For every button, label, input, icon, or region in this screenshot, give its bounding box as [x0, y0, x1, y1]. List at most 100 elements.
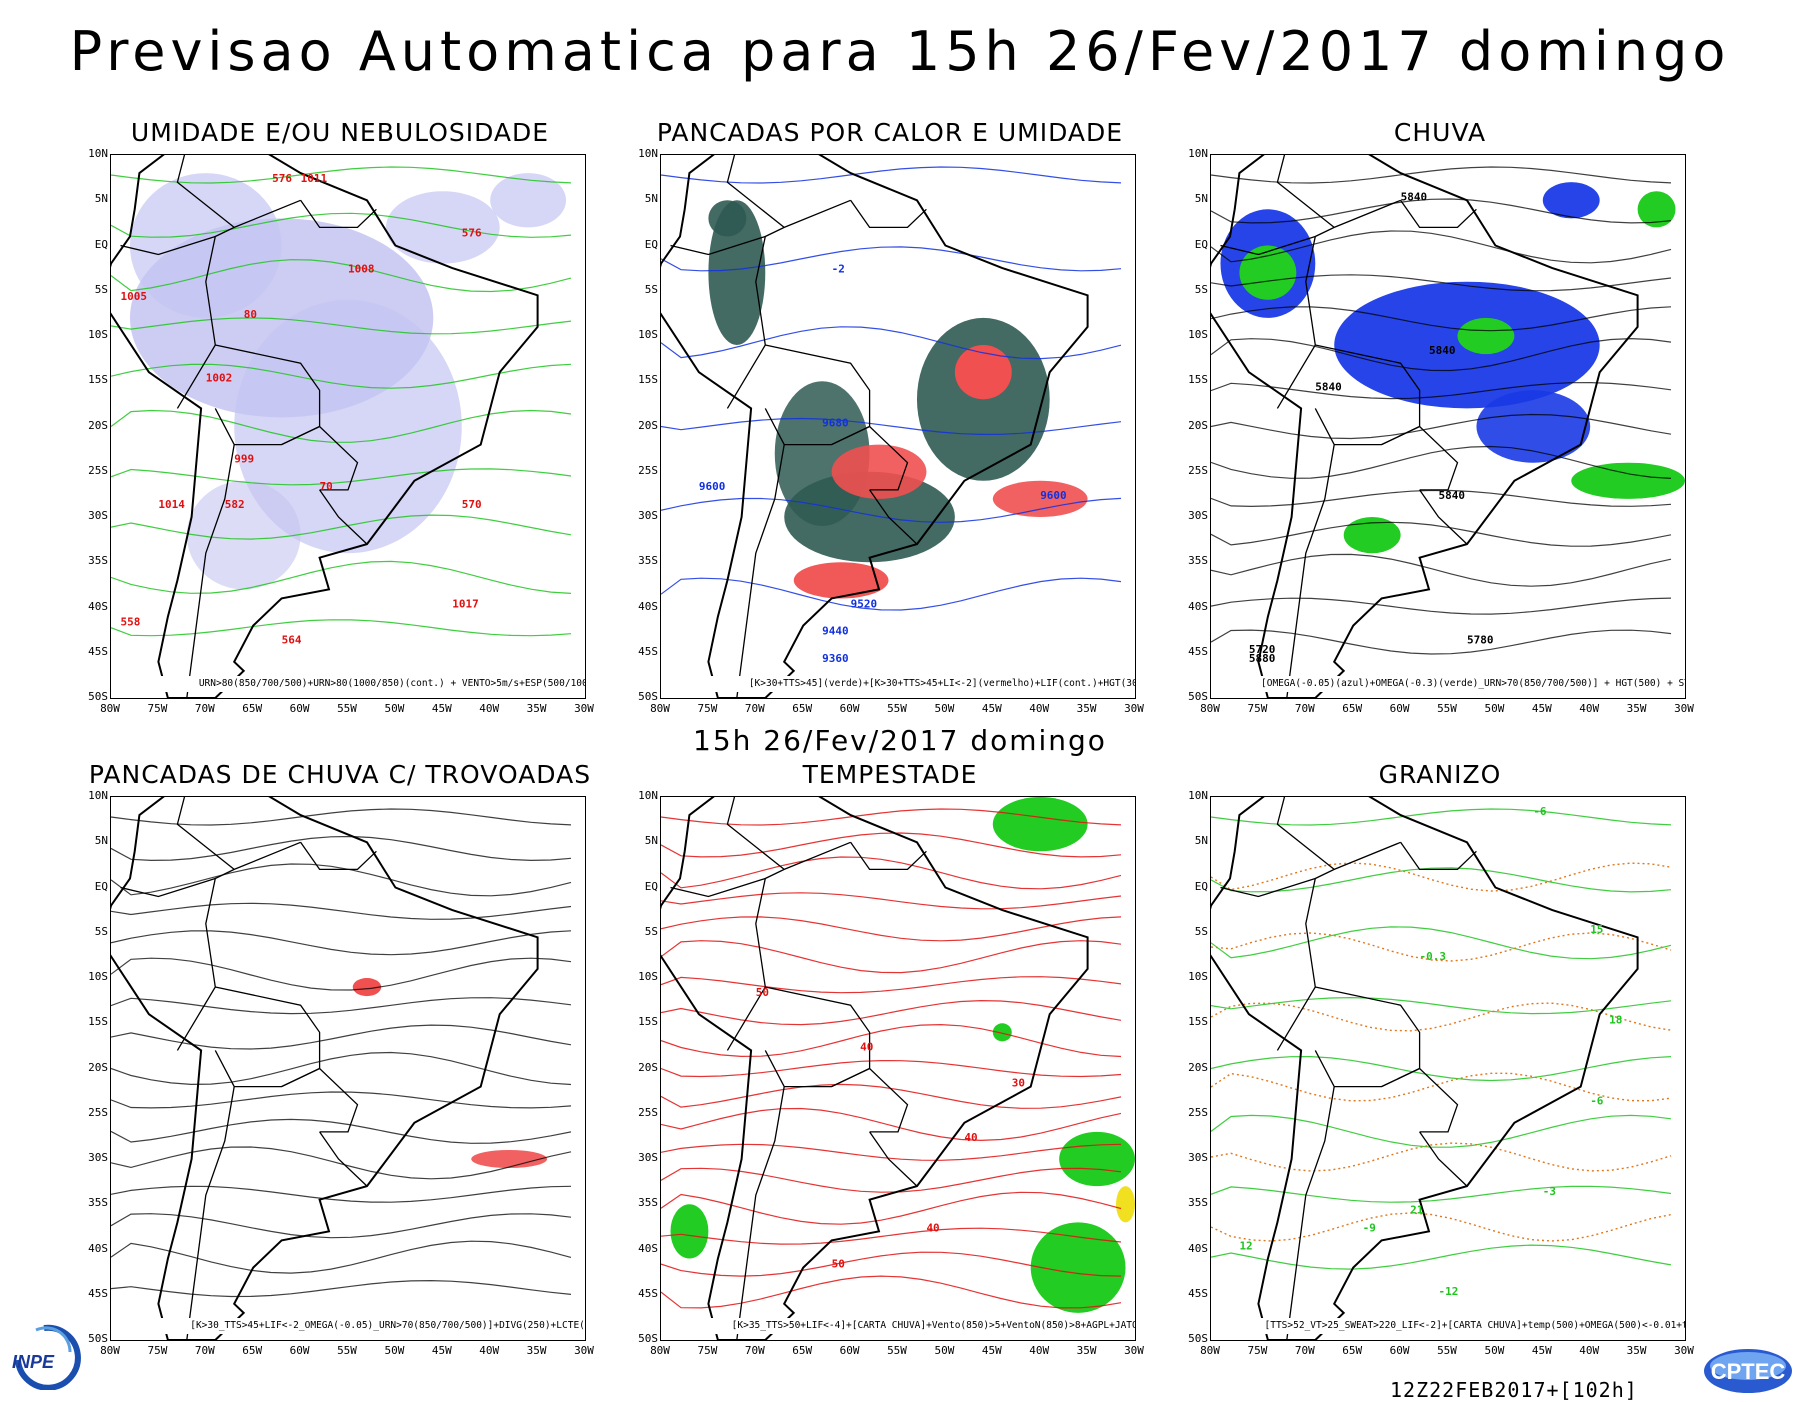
contour-label: 5720 — [1249, 643, 1276, 656]
map-panel: PANCADAS DE CHUVA C/ TROVOADAS 10N 5N EQ 5S 1… — [60, 760, 620, 1380]
contour-label: 12 — [1239, 1240, 1252, 1253]
latitude-tick-label: 20S — [1188, 418, 1208, 432]
latitude-tick-label: 30S — [1188, 1151, 1208, 1164]
longitude-tick-label: 75W — [697, 1344, 718, 1357]
longitude-tick-label: 60W — [289, 1344, 310, 1357]
longitude-tick-label: 60W — [1389, 1344, 1410, 1357]
map-frame: [K>30_TTS>45+LIF<-2_OMEGA(-0.05)_URN>70(… — [110, 796, 586, 1341]
contour-label: 40 — [860, 1040, 873, 1053]
latitude-tick-label: 50S — [638, 690, 658, 703]
contour-label: 576 — [272, 172, 292, 185]
longitude-tick-label: 50W — [384, 1344, 405, 1357]
latitude-tick-label: 10N — [638, 789, 658, 802]
south-america-map: -2 9680 9600 9520 9440 9360 9600 — [661, 155, 1122, 698]
longitude-tick-label: 75W — [1247, 702, 1268, 715]
longitude-tick-label: 40W — [1579, 1344, 1600, 1357]
longitude-tick-label: 80W — [1200, 702, 1220, 715]
panel-title: UMIDADE E/OU NEBULOSIDADE — [130, 118, 550, 147]
latitude-tick-label: 40S — [1188, 1241, 1208, 1255]
latitude-tick-label: 10N — [1188, 147, 1208, 160]
contour-label: 50 — [756, 986, 769, 999]
longitude-tick-label: 50W — [934, 1344, 955, 1357]
latitude-tick-label: 35S — [638, 554, 658, 568]
map-frame: -2 9680 9600 9520 9440 9360 9600 [K>30+TTS>45](… — [660, 154, 1136, 699]
contour-label: -9 — [1363, 1221, 1376, 1234]
panel-title: PANCADAS POR CALOR E UMIDADE — [656, 118, 1124, 147]
latitude-tick-label: 25S — [638, 463, 658, 477]
contour-label: 582 — [225, 498, 245, 511]
latitude-tick-label: 50S — [1188, 690, 1208, 703]
longitude-tick-label: 60W — [289, 702, 310, 715]
longitude-tick-label: 35W — [526, 702, 547, 715]
longitude-tick-label: 45W — [981, 702, 1002, 715]
latitude-tick-label: 30S — [88, 509, 108, 522]
longitude-tick-label: 70W — [744, 1344, 765, 1357]
longitude-tick-label: 45W — [431, 702, 452, 715]
longitude-tick-label: 75W — [147, 1344, 168, 1357]
latitude-tick-label: 5N — [644, 192, 658, 206]
latitude-tick-label: 5S — [1194, 282, 1208, 296]
latitude-tick-label: 30S — [638, 509, 658, 522]
latitude-tick-label: 40S — [1188, 599, 1208, 613]
latitude-tick-label: 30S — [1188, 509, 1208, 522]
contour-label: 9680 — [822, 417, 849, 430]
longitude-tick-label: 65W — [792, 1344, 813, 1357]
latitude-tick-label: 5S — [94, 282, 108, 296]
latitude-tick-label: 45S — [638, 644, 658, 658]
longitude-tick-label: 60W — [839, 702, 860, 715]
longitude-tick-label: 40W — [1029, 1344, 1050, 1357]
latitude-tick-label: 15S — [638, 373, 658, 387]
latitude-tick-label: 15S — [1188, 373, 1208, 387]
contour-label: 1005 — [120, 290, 147, 303]
latitude-tick-label: 35S — [1188, 1196, 1208, 1210]
latitude-tick-label: 35S — [1188, 554, 1208, 568]
map-frame: -6 -0.3 15 18 21 12 -9 -12 -3 -6 [TTS>52_VT>25_SWE… — [1210, 796, 1686, 1341]
longitude-tick-label: 55W — [887, 702, 907, 715]
panel-legend: [K>35_TTS>50+LIF<-4]+[CARTA CHUVA]+Vento… — [711, 1318, 1135, 1334]
contour-label: 5840 — [1315, 380, 1342, 393]
panel-legend: [TTS>52_VT>25_SWEAT>220_LIF<-2]+[CARTA C… — [1261, 1318, 1685, 1334]
longitude-tick-label: 60W — [839, 1344, 860, 1357]
latitude-tick-label: 10N — [638, 147, 658, 160]
latitude-tick-label: 5N — [1194, 192, 1208, 206]
latitude-tick-label: 5N — [644, 834, 658, 848]
south-america-map: 50 40 30 40 50 40 — [661, 797, 1135, 1340]
map-frame: 576 1011 1008 1005 1002 999 1014 582 570 1017 558 5… — [110, 154, 586, 699]
contour-label: 9440 — [822, 625, 849, 638]
longitude-tick-label: 70W — [1294, 702, 1315, 715]
longitude-tick-label: 55W — [337, 1344, 357, 1357]
panel-legend: [K>30_TTS>45+LIF<-2_OMEGA(-0.05)_URN>70(… — [161, 1318, 585, 1334]
latitude-tick-label: 45S — [1188, 1286, 1208, 1300]
inpe-logo: INPE — [12, 1324, 81, 1390]
latitude-tick-label: 5N — [1194, 834, 1208, 848]
latitude-tick-label: 45S — [1188, 644, 1208, 658]
latitude-tick-label: EQ — [94, 879, 108, 893]
latitude-tick-label: 25S — [88, 1105, 108, 1119]
latitude-tick-label: 40S — [638, 1241, 658, 1255]
latitude-tick-label: 40S — [638, 599, 658, 613]
latitude-tick-label: 20S — [638, 418, 658, 432]
latitude-tick-label: 15S — [88, 373, 108, 387]
longitude-tick-label: 80W — [100, 1344, 120, 1357]
latitude-tick-label: 5S — [644, 282, 658, 296]
panel-legend: URN>80(850/700/500)+URN>80(1000/850)(con… — [161, 676, 585, 692]
longitude-tick-label: 50W — [1484, 1344, 1505, 1357]
longitude-tick-label: 30W — [1674, 1344, 1694, 1357]
map-panel: GRANIZO 10N 5N EQ 5S 10S 15S 20S 25S 30S 35S 40S 45S… — [1160, 760, 1720, 1380]
longitude-tick-label: 30W — [1124, 1344, 1144, 1357]
contour-label: 564 — [282, 634, 302, 647]
latitude-tick-label: EQ — [644, 237, 658, 251]
contour-label: 1011 — [301, 172, 328, 185]
map-panel: TEMPESTADE 10N 5N EQ 5S 10S 15S 20S 25S 30S 35S 40S… — [610, 760, 1170, 1380]
contour-label: 30 — [1012, 1077, 1025, 1090]
longitude-tick-label: 65W — [1342, 1344, 1363, 1357]
cptec-logo: CPTEC — [1704, 1349, 1792, 1393]
contour-label: 40 — [964, 1131, 977, 1144]
latitude-tick-label: 20S — [1188, 1060, 1208, 1074]
longitude-tick-label: 55W — [1437, 1344, 1457, 1357]
longitude-tick-label: 80W — [1200, 1344, 1220, 1357]
longitude-tick-label: 65W — [242, 702, 263, 715]
longitude-tick-label: 70W — [744, 702, 765, 715]
middle-date-title: 15h 26/Fev/2017 domingo — [693, 724, 1107, 757]
